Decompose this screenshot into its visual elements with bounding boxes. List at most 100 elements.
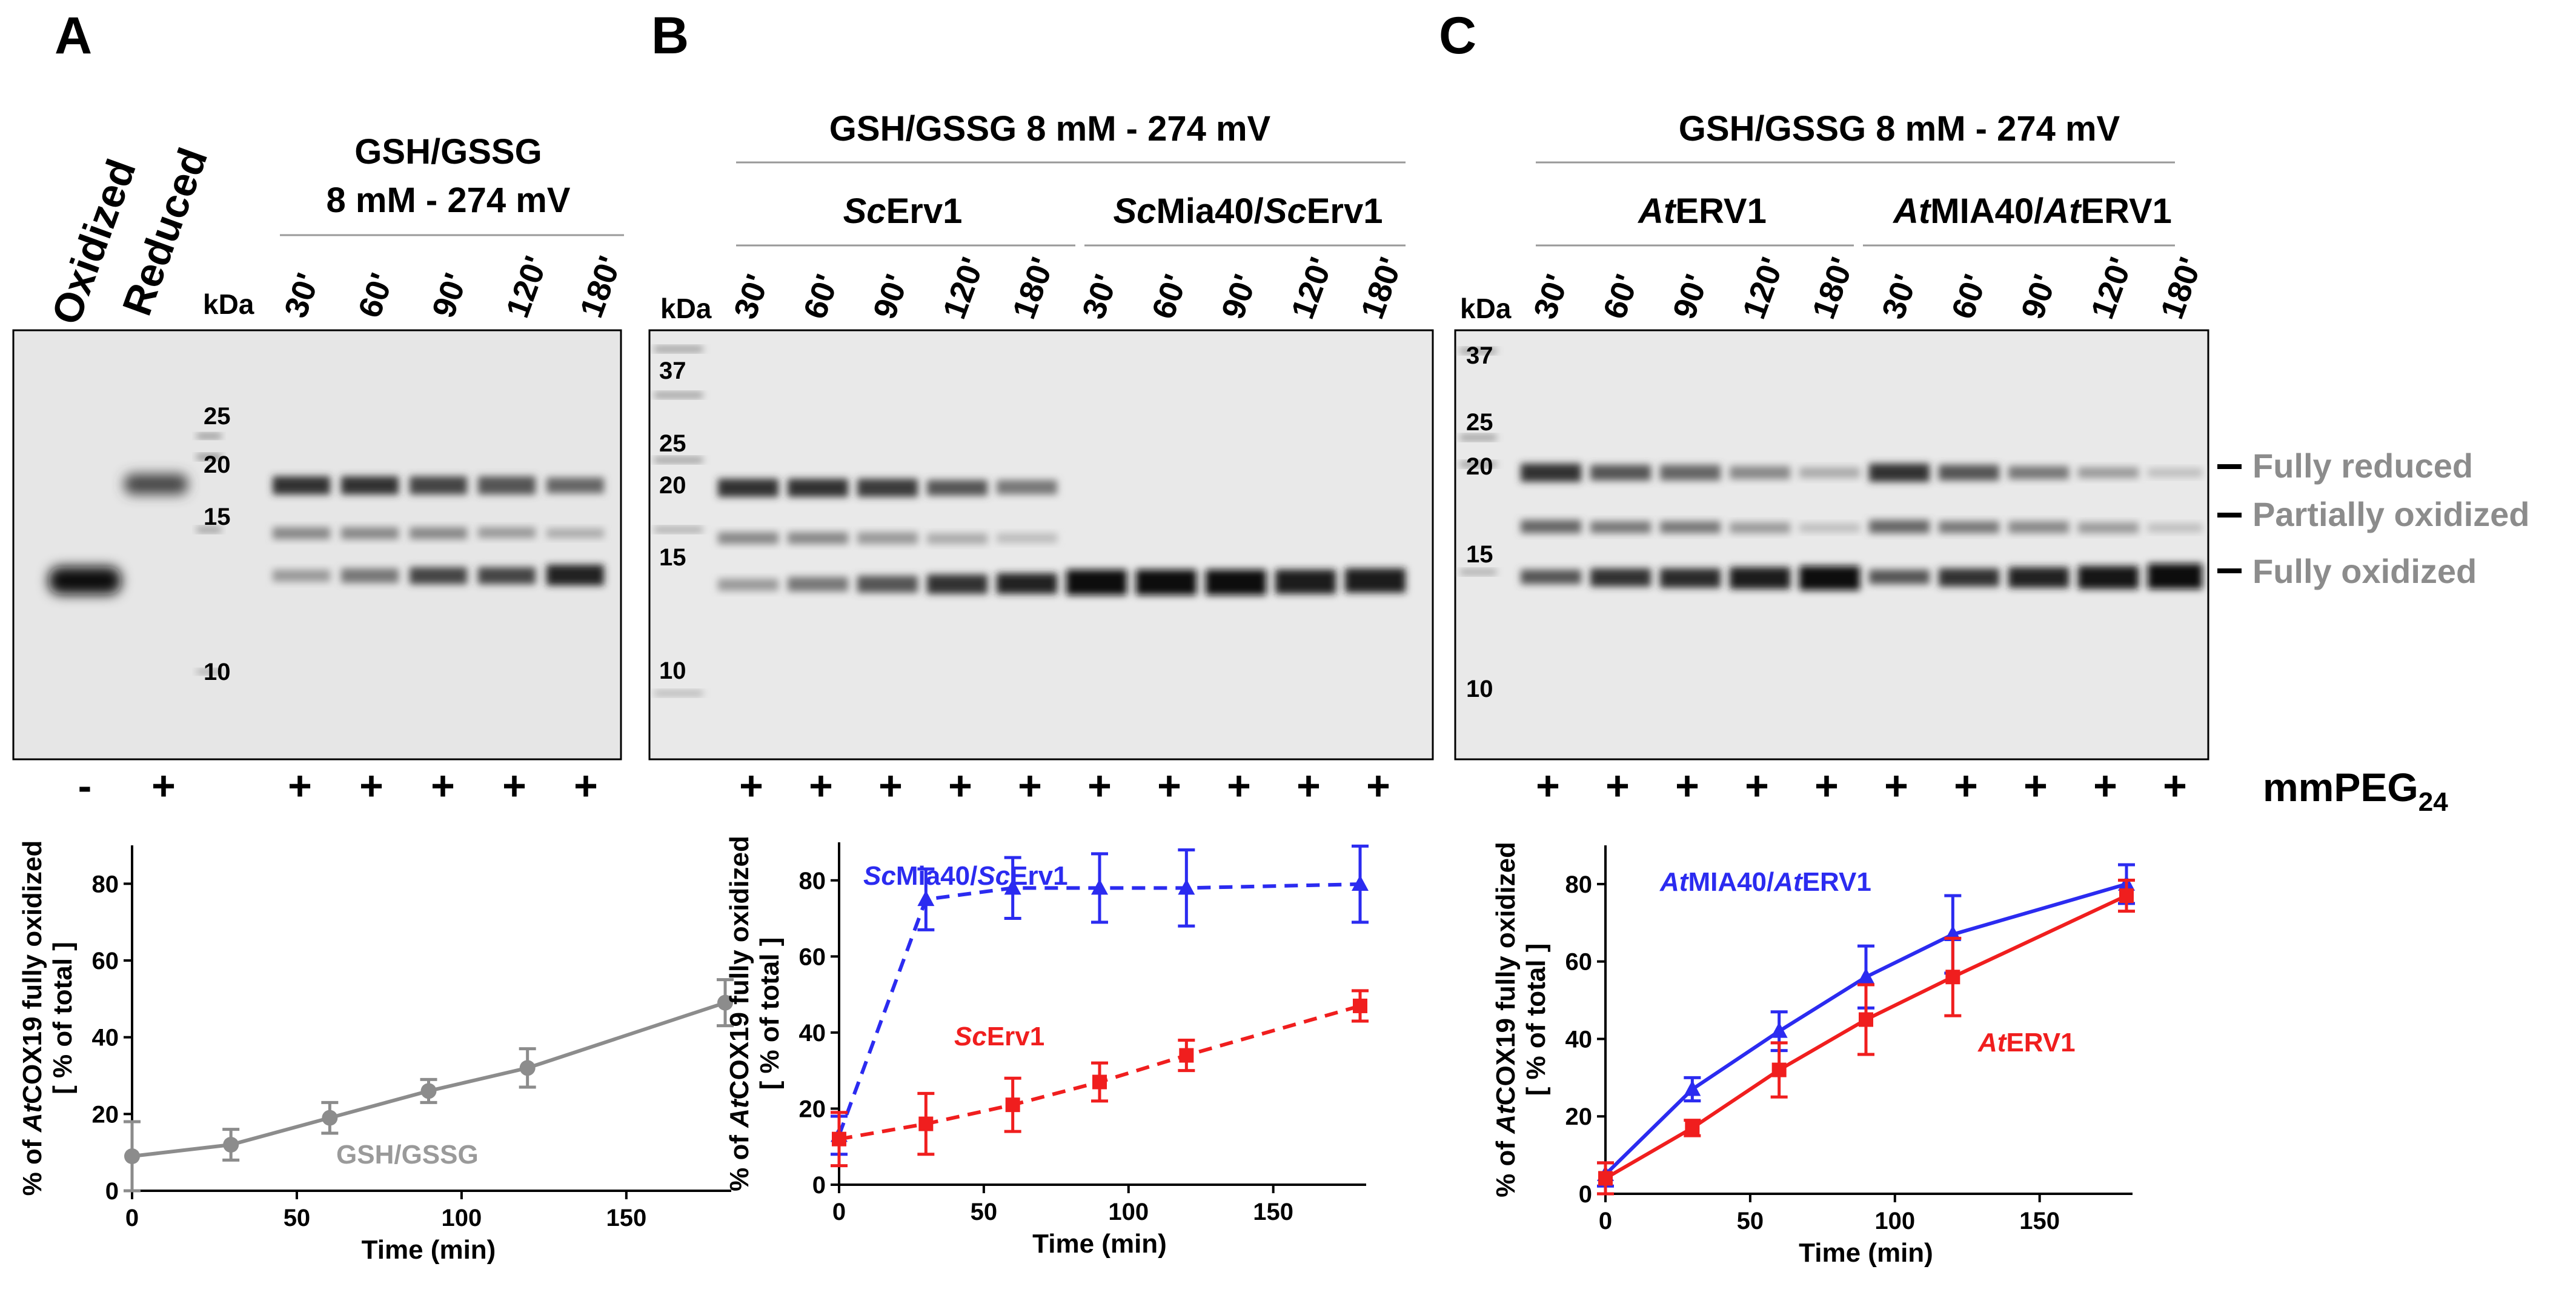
y-label-prefix: % of: [1491, 1134, 1521, 1197]
y-axis-label-line1: % of AtCOX19 fully oxidized: [1491, 842, 1521, 1197]
marker-label: 37: [659, 358, 686, 384]
gel-band: [1521, 464, 1581, 482]
series-label-gsh-gssg: GSH/GSSG: [336, 1140, 479, 1170]
x-axis-label: Time (min): [362, 1235, 496, 1265]
lane-labels-c: 30' 60' 90' 120' 180' 30' 60' 90' 120' 1…: [1527, 253, 2209, 324]
gel-band: [1869, 520, 1930, 533]
marker-band: [1460, 348, 1496, 353]
series-line: [131, 1000, 726, 1158]
band-label-fully-reduced: Fully reduced: [2252, 447, 2473, 485]
series-line: [838, 1004, 1361, 1141]
data-point: [1684, 1080, 1701, 1096]
lane-label: 180': [1354, 253, 1410, 324]
y-tick-label: 20: [799, 1096, 826, 1122]
sign: +: [809, 763, 833, 809]
marker-label: 20: [204, 451, 231, 478]
gel-b-bands: [718, 479, 1406, 595]
y-tick-label: 40: [92, 1025, 119, 1051]
lane-label: 120': [1736, 253, 1791, 324]
y-label-suffix: COX19 fully oxidized: [18, 841, 47, 1104]
series-line: [1604, 882, 2127, 1176]
x-tick-label: 100: [442, 1205, 482, 1231]
sign: +: [1366, 763, 1390, 809]
x-tick-label: 50: [971, 1199, 998, 1225]
gel-band: [1206, 570, 1266, 595]
sign: +: [1675, 763, 1699, 809]
sign: +: [1954, 763, 1978, 809]
data-point: [124, 1148, 140, 1164]
group-label-sc-erv1: ScErv1: [843, 191, 963, 231]
y-tick-label: 0: [1579, 1181, 1592, 1208]
data-point: [918, 1116, 934, 1131]
sign: +: [1814, 763, 1839, 809]
band-label-fully-oxidized: Fully oxidized: [2252, 552, 2477, 590]
group-label-sc-mia40-erv1: ScMia40/ScErv1: [1113, 191, 1383, 231]
lane-label: 90': [1215, 270, 1264, 324]
sign: +: [359, 763, 383, 809]
gel-band: [1590, 568, 1651, 587]
panel-letter-b: B: [651, 7, 689, 65]
series-label-part: At: [1659, 867, 1690, 897]
gel-band: [857, 576, 918, 593]
gel-band: [341, 527, 399, 539]
gel-band: [2148, 524, 2202, 532]
reagent-signs-b: + + + + + + + + + +: [739, 763, 1390, 809]
x-tick-label: 50: [1737, 1208, 1764, 1234]
gel-b-frame: [648, 329, 1434, 761]
lane-label: 120': [499, 251, 555, 322]
lane-label: 60': [1145, 270, 1194, 324]
lane-label: 90': [1666, 270, 1715, 324]
series-label-part: Mia40/: [896, 861, 978, 891]
series-line: [1604, 894, 2128, 1180]
data-point: [1353, 998, 1367, 1013]
marker-band: [197, 670, 221, 674]
gel-band: [478, 476, 536, 494]
series-label-part: At: [1977, 1028, 2008, 1057]
gel-band: [718, 479, 778, 497]
reagent-signs-c: + + + + + + + + + +: [1536, 763, 2187, 809]
band-state-labels: Fully reduced Partially oxidized Fully o…: [2217, 447, 2530, 590]
y-label-suffix: COX19 fully oxidized: [1491, 842, 1521, 1105]
sign: +: [948, 763, 972, 809]
y-label-prefix: % of: [725, 1128, 754, 1191]
data-point: [1945, 970, 1960, 985]
gel-band: [478, 527, 536, 538]
y-tick-label: 60: [1565, 949, 1593, 976]
series-label-part: Sc: [863, 861, 896, 891]
data-point: [2119, 888, 2134, 904]
lane-label: 180': [1805, 253, 1861, 324]
group-label-at-mia40-erv1: AtMIA40/AtERV1: [1892, 191, 2172, 231]
gel-c-frame: [1454, 329, 2209, 761]
sign: +: [2023, 763, 2048, 809]
lane-label: 120': [2084, 253, 2140, 324]
lane-label: 180': [2154, 253, 2209, 324]
series-label-part: ERV1: [1802, 867, 1871, 897]
kda-label-b: kDa: [660, 293, 712, 324]
y-tick-label: 20: [92, 1101, 119, 1128]
x-axis-label: Time (min): [1032, 1229, 1167, 1259]
gel-band: [788, 479, 848, 497]
gel-band: [410, 527, 467, 539]
panel-b-header: GSH/GSSG 8 mM - 274 mV: [829, 109, 1271, 148]
panel-letter-c: C: [1439, 7, 1476, 65]
data-point: [1091, 879, 1108, 895]
gel-band: [48, 567, 121, 594]
marker-band: [197, 454, 221, 459]
gel-band: [927, 480, 988, 496]
group-label-at-erv1: AtERV1: [1637, 191, 1767, 231]
marker-label: 15: [204, 504, 231, 530]
series-label-part: MIA40/: [1688, 867, 1774, 897]
series-label-part: At: [1773, 867, 1804, 897]
lane-label: 60': [1945, 270, 1994, 324]
y-label-italic: At: [18, 1102, 47, 1133]
gel-a: 25 20 15 10: [12, 329, 622, 761]
gel-band: [1730, 567, 1790, 589]
gel-band: [546, 565, 604, 585]
marker-label: 20: [659, 472, 686, 499]
lane-label: 30': [277, 268, 327, 322]
marker-label: 25: [1466, 409, 1493, 436]
marker-label: 25: [659, 430, 686, 457]
y-tick-label: 0: [812, 1172, 826, 1199]
lane-labels-b: 30' 60' 90' 120' 180' 30' 60' 90' 120' 1…: [727, 253, 1410, 324]
gel-band: [1799, 524, 1860, 532]
